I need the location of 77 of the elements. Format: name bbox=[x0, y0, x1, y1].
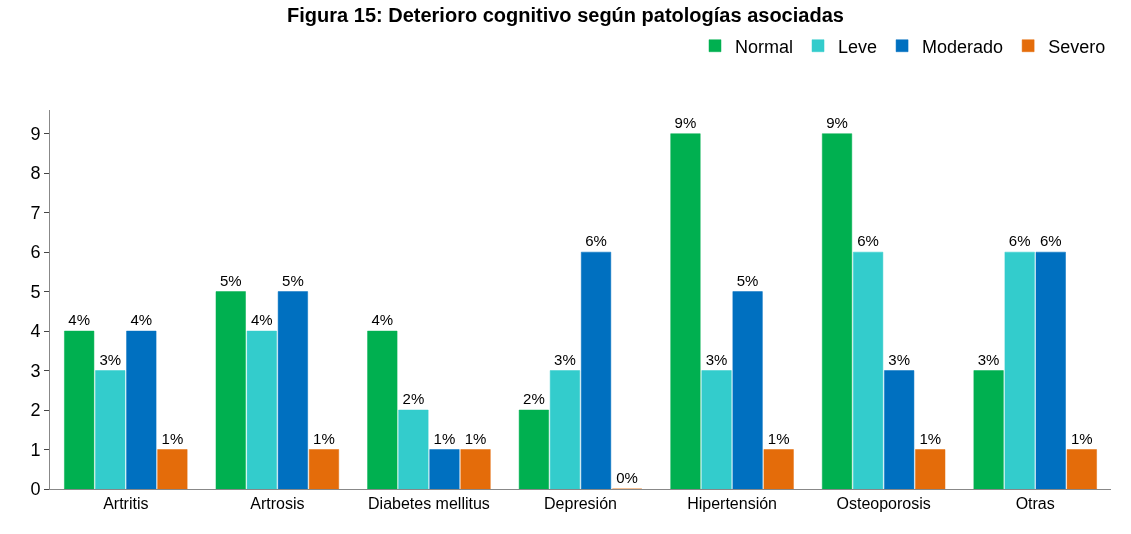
y-tick-label: 1 bbox=[30, 439, 41, 460]
x-tick-label: Depresión bbox=[544, 495, 617, 513]
bar bbox=[518, 409, 549, 489]
y-tick-label: 8 bbox=[30, 163, 41, 184]
data-label: 3% bbox=[705, 350, 728, 368]
data-label: 5% bbox=[282, 271, 304, 289]
bar bbox=[367, 330, 398, 489]
y-tick-label: 0 bbox=[30, 479, 41, 500]
bar bbox=[64, 330, 95, 489]
data-label: 0% bbox=[616, 469, 638, 486]
data-label: 4% bbox=[250, 311, 273, 329]
bar bbox=[701, 370, 732, 489]
bar bbox=[246, 330, 277, 489]
y-tick-label: 3 bbox=[30, 360, 41, 381]
data-label: 3% bbox=[977, 350, 1000, 368]
data-label: 5% bbox=[219, 271, 242, 289]
data-label: 5% bbox=[736, 271, 759, 289]
data-label: 1% bbox=[1070, 429, 1093, 447]
legend-label: Normal bbox=[735, 36, 794, 57]
legend-label: Leve bbox=[838, 36, 878, 57]
bar bbox=[973, 370, 1004, 489]
data-label: 9% bbox=[826, 113, 848, 131]
y-tick-label: 9 bbox=[30, 123, 41, 144]
bar bbox=[915, 449, 946, 489]
legend-label: Moderado bbox=[922, 36, 1004, 57]
data-label: 1% bbox=[433, 429, 456, 447]
bar bbox=[157, 449, 188, 489]
data-label: 1% bbox=[919, 429, 942, 447]
data-label: 3% bbox=[99, 350, 122, 368]
data-label: 6% bbox=[857, 232, 879, 250]
bar bbox=[1035, 251, 1066, 489]
bar bbox=[549, 370, 580, 489]
bar bbox=[215, 291, 246, 489]
y-tick-label: 5 bbox=[30, 281, 41, 302]
bar bbox=[853, 251, 884, 489]
data-label: 4% bbox=[371, 311, 394, 329]
chart-title: Figura 15: Deterioro cognitivo según patologías asociadas bbox=[287, 4, 844, 27]
x-tick-label: Diabetes mellitus bbox=[368, 495, 490, 513]
data-label: 9% bbox=[674, 113, 697, 131]
bar bbox=[95, 370, 126, 489]
x-tick-label: Artritis bbox=[103, 495, 149, 513]
bar bbox=[670, 133, 701, 489]
x-tick-label: Osteoporosis bbox=[836, 495, 931, 513]
data-label: 1% bbox=[161, 429, 184, 447]
legend-label: Severo bbox=[1048, 36, 1106, 57]
y-tick-label: 6 bbox=[30, 242, 41, 263]
data-label: 2% bbox=[402, 390, 425, 408]
data-label: 1% bbox=[464, 429, 487, 447]
data-label: 2% bbox=[523, 390, 545, 408]
bar bbox=[1004, 251, 1035, 489]
data-label: 6% bbox=[585, 232, 607, 250]
x-tick-label: Otras bbox=[1015, 495, 1055, 513]
bar bbox=[398, 409, 429, 489]
data-label: 3% bbox=[888, 350, 911, 368]
bar bbox=[1066, 449, 1097, 489]
data-label: 3% bbox=[554, 350, 576, 368]
bar bbox=[763, 449, 794, 489]
x-tick-label: Hipertensión bbox=[687, 495, 777, 513]
x-tick-label: Artrosis bbox=[250, 495, 305, 513]
data-label: 6% bbox=[1039, 232, 1062, 250]
y-tick-label: 2 bbox=[30, 400, 41, 421]
bar bbox=[429, 449, 460, 489]
bar bbox=[460, 449, 491, 489]
y-tick-label: 4 bbox=[30, 321, 41, 342]
data-label: 4% bbox=[68, 311, 91, 329]
bar bbox=[308, 449, 339, 489]
bar bbox=[277, 291, 308, 489]
bar bbox=[732, 291, 763, 489]
bar bbox=[581, 251, 612, 489]
bar bbox=[822, 133, 853, 489]
data-label: 4% bbox=[130, 311, 153, 329]
data-label: 1% bbox=[767, 429, 790, 447]
y-tick-label: 7 bbox=[30, 202, 41, 223]
data-label: 6% bbox=[1008, 232, 1031, 250]
bar bbox=[884, 370, 915, 489]
bar bbox=[126, 330, 157, 489]
data-label: 1% bbox=[313, 429, 335, 447]
